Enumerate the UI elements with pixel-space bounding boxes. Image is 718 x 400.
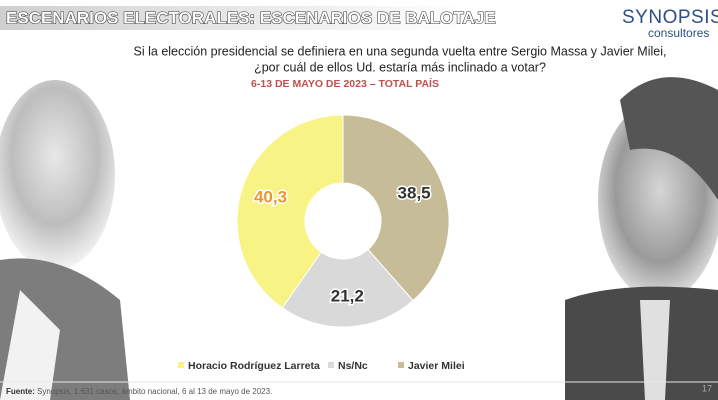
question: ¿por cuál de ellos Ud. estaría más incli… xyxy=(254,60,546,74)
photo-right xyxy=(565,77,718,400)
page-number: 17 xyxy=(702,383,712,393)
logo: SYNOPSIS xyxy=(622,7,718,28)
source-label: Fuente: xyxy=(6,387,35,396)
legend-swatch xyxy=(328,362,334,368)
legend-label: Javier Milei xyxy=(408,360,465,372)
subtitle: 6-13 DE MAYO DE 2023 – TOTAL PAÍS xyxy=(251,77,439,90)
legend-label: Horacio Rodríguez Larreta xyxy=(188,360,320,372)
photo-left xyxy=(0,80,130,400)
slide-title: ESCENARIOS ELECTORALES: ESCENARIOS DE BA… xyxy=(6,8,496,27)
value-label: 40,3 xyxy=(254,188,287,207)
donut: 40,3 21,2 38,5 xyxy=(236,114,450,328)
title-bar xyxy=(0,6,470,30)
source: Synopsis, 1.631 casos, ámbito nacional, … xyxy=(37,387,272,396)
logo-sub: consultores xyxy=(648,26,709,40)
question: Si la elección presidencial se definiera… xyxy=(134,44,667,58)
legend-swatch xyxy=(398,362,404,368)
value-label: 21,2 xyxy=(331,286,364,305)
slice xyxy=(342,114,450,302)
slice xyxy=(236,114,344,309)
value-label: 38,5 xyxy=(398,184,431,203)
legend-swatch xyxy=(178,362,184,368)
legend-label: Ns/Nc xyxy=(338,360,368,372)
slice xyxy=(281,248,414,328)
legend: Horacio Rodríguez Larreta Ns/Nc Javier Mil… xyxy=(178,360,465,372)
